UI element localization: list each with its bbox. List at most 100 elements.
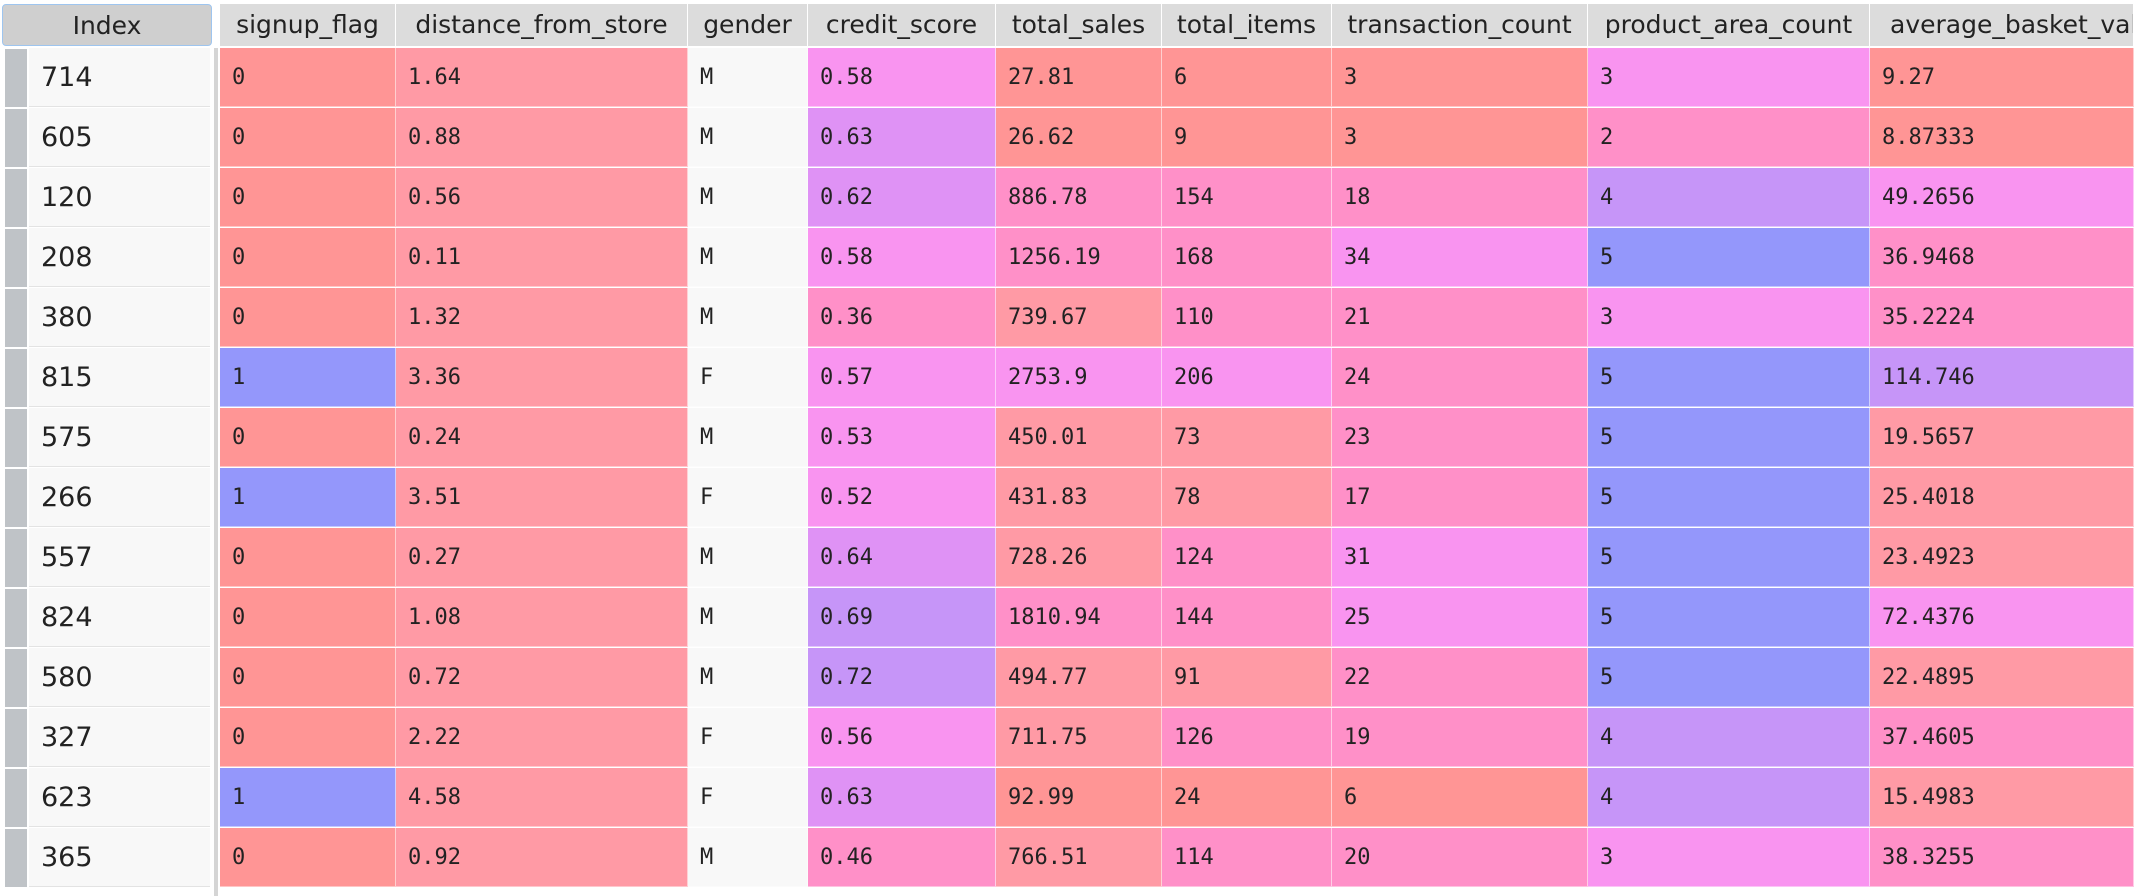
cell-gender[interactable]: M	[688, 108, 808, 167]
header-gender[interactable]: gender	[688, 4, 808, 46]
row-selector[interactable]	[5, 289, 27, 347]
cell-gender[interactable]: M	[688, 168, 808, 227]
cell-product-area-count[interactable]: 5	[1588, 468, 1870, 527]
table-row[interactable]: 575 0 0.24 M 0.53 450.01 73 23 5 19.5657	[0, 408, 2134, 468]
cell-credit-score[interactable]: 0.53	[808, 408, 996, 467]
cell-credit-score[interactable]: 0.62	[808, 168, 996, 227]
row-selector[interactable]	[5, 649, 27, 707]
cell-total-sales[interactable]: 1810.94	[996, 588, 1162, 647]
cell-average-basket-val[interactable]: 22.4895	[1870, 648, 2134, 707]
cell-product-area-count[interactable]: 5	[1588, 228, 1870, 287]
cell-product-area-count[interactable]: 4	[1588, 768, 1870, 827]
cell-distance-from-store[interactable]: 0.88	[396, 108, 688, 167]
cell-transaction-count[interactable]: 17	[1332, 468, 1588, 527]
cell-signup-flag[interactable]: 1	[220, 348, 396, 407]
header-average-basket-val[interactable]: average_basket_val	[1870, 4, 2134, 46]
cell-gender[interactable]: F	[688, 348, 808, 407]
cell-gender[interactable]: F	[688, 768, 808, 827]
cell-credit-score[interactable]: 0.52	[808, 468, 996, 527]
cell-average-basket-val[interactable]: 8.87333	[1870, 108, 2134, 167]
row-selector[interactable]	[5, 529, 27, 587]
cell-distance-from-store[interactable]: 0.27	[396, 528, 688, 587]
cell-total-sales[interactable]: 92.99	[996, 768, 1162, 827]
cell-average-basket-val[interactable]: 36.9468	[1870, 228, 2134, 287]
cell-credit-score[interactable]: 0.64	[808, 528, 996, 587]
table-row[interactable]: 824 0 1.08 M 0.69 1810.94 144 25 5 72.4376	[0, 588, 2134, 648]
cell-total-items[interactable]: 126	[1162, 708, 1332, 767]
cell-signup-flag[interactable]: 0	[220, 588, 396, 647]
cell-distance-from-store[interactable]: 3.51	[396, 468, 688, 527]
cell-average-basket-val[interactable]: 114.746	[1870, 348, 2134, 407]
table-row[interactable]: 365 0 0.92 M 0.46 766.51 114 20 3 38.3255	[0, 828, 2134, 888]
row-selector[interactable]	[5, 589, 27, 647]
cell-transaction-count[interactable]: 25	[1332, 588, 1588, 647]
cell-signup-flag[interactable]: 0	[220, 828, 396, 887]
cell-signup-flag[interactable]: 1	[220, 468, 396, 527]
cell-total-items[interactable]: 73	[1162, 408, 1332, 467]
table-row[interactable]: 815 1 3.36 F 0.57 2753.9 206 24 5 114.746	[0, 348, 2134, 408]
header-product-area-count[interactable]: product_area_count	[1588, 4, 1870, 46]
cell-product-area-count[interactable]: 3	[1588, 288, 1870, 347]
cell-total-items[interactable]: 144	[1162, 588, 1332, 647]
cell-signup-flag[interactable]: 0	[220, 168, 396, 227]
cell-average-basket-val[interactable]: 49.2656	[1870, 168, 2134, 227]
table-row[interactable]: 623 1 4.58 F 0.63 92.99 24 6 4 15.4983	[0, 768, 2134, 828]
cell-total-sales[interactable]: 739.67	[996, 288, 1162, 347]
header-distance-from-store[interactable]: distance_from_store	[396, 4, 688, 46]
cell-credit-score[interactable]: 0.72	[808, 648, 996, 707]
cell-gender[interactable]: M	[688, 648, 808, 707]
cell-total-items[interactable]: 24	[1162, 768, 1332, 827]
cell-total-sales[interactable]: 766.51	[996, 828, 1162, 887]
cell-signup-flag[interactable]: 0	[220, 648, 396, 707]
cell-product-area-count[interactable]: 5	[1588, 348, 1870, 407]
cell-credit-score[interactable]: 0.36	[808, 288, 996, 347]
cell-transaction-count[interactable]: 3	[1332, 108, 1588, 167]
cell-signup-flag[interactable]: 0	[220, 528, 396, 587]
cell-product-area-count[interactable]: 4	[1588, 708, 1870, 767]
cell-product-area-count[interactable]: 5	[1588, 528, 1870, 587]
table-row[interactable]: 327 0 2.22 F 0.56 711.75 126 19 4 37.4605	[0, 708, 2134, 768]
cell-transaction-count[interactable]: 23	[1332, 408, 1588, 467]
cell-signup-flag[interactable]: 0	[220, 228, 396, 287]
cell-credit-score[interactable]: 0.57	[808, 348, 996, 407]
cell-average-basket-val[interactable]: 38.3255	[1870, 828, 2134, 887]
cell-total-sales[interactable]: 711.75	[996, 708, 1162, 767]
cell-signup-flag[interactable]: 0	[220, 108, 396, 167]
cell-transaction-count[interactable]: 31	[1332, 528, 1588, 587]
table-row[interactable]: 580 0 0.72 M 0.72 494.77 91 22 5 22.4895	[0, 648, 2134, 708]
cell-transaction-count[interactable]: 24	[1332, 348, 1588, 407]
cell-product-area-count[interactable]: 4	[1588, 168, 1870, 227]
cell-transaction-count[interactable]: 3	[1332, 48, 1588, 107]
cell-total-items[interactable]: 78	[1162, 468, 1332, 527]
cell-distance-from-store[interactable]: 1.32	[396, 288, 688, 347]
cell-average-basket-val[interactable]: 35.2224	[1870, 288, 2134, 347]
cell-gender[interactable]: F	[688, 708, 808, 767]
cell-total-items[interactable]: 6	[1162, 48, 1332, 107]
header-transaction-count[interactable]: transaction_count	[1332, 4, 1588, 46]
table-row[interactable]: 266 1 3.51 F 0.52 431.83 78 17 5 25.4018	[0, 468, 2134, 528]
cell-product-area-count[interactable]: 2	[1588, 108, 1870, 167]
cell-total-items[interactable]: 114	[1162, 828, 1332, 887]
header-signup-flag[interactable]: signup_flag	[220, 4, 396, 46]
cell-transaction-count[interactable]: 6	[1332, 768, 1588, 827]
cell-total-sales[interactable]: 431.83	[996, 468, 1162, 527]
cell-gender[interactable]: M	[688, 228, 808, 287]
cell-total-sales[interactable]: 450.01	[996, 408, 1162, 467]
cell-signup-flag[interactable]: 0	[220, 288, 396, 347]
row-selector[interactable]	[5, 709, 27, 767]
cell-transaction-count[interactable]: 19	[1332, 708, 1588, 767]
cell-average-basket-val[interactable]: 72.4376	[1870, 588, 2134, 647]
cell-distance-from-store[interactable]: 0.56	[396, 168, 688, 227]
cell-distance-from-store[interactable]: 0.11	[396, 228, 688, 287]
cell-total-sales[interactable]: 494.77	[996, 648, 1162, 707]
row-selector[interactable]	[5, 229, 27, 287]
cell-average-basket-val[interactable]: 23.4923	[1870, 528, 2134, 587]
cell-distance-from-store[interactable]: 3.36	[396, 348, 688, 407]
row-selector[interactable]	[5, 769, 27, 827]
cell-transaction-count[interactable]: 34	[1332, 228, 1588, 287]
row-selector[interactable]	[5, 829, 27, 887]
cell-total-sales[interactable]: 2753.9	[996, 348, 1162, 407]
cell-total-items[interactable]: 206	[1162, 348, 1332, 407]
cell-credit-score[interactable]: 0.58	[808, 228, 996, 287]
cell-transaction-count[interactable]: 20	[1332, 828, 1588, 887]
